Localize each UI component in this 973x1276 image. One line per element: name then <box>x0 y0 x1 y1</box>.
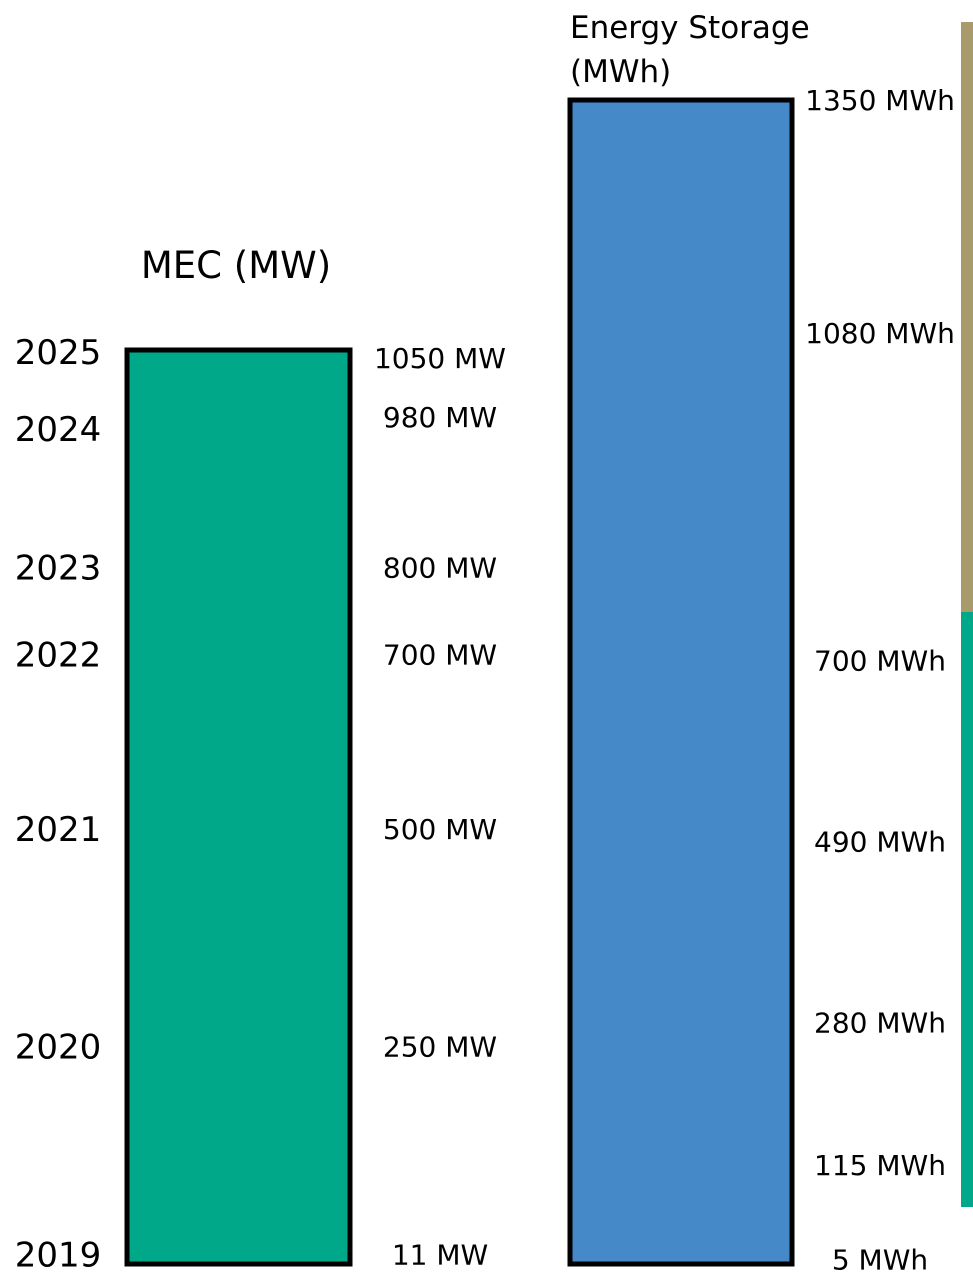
mec-value-label: 1050 MW <box>374 342 506 375</box>
mec-year-label: 2025 <box>15 333 102 373</box>
side-band-top <box>961 22 973 612</box>
mec-value-label: 800 MW <box>383 552 497 585</box>
mec-year-label: 2023 <box>15 549 102 589</box>
storage-value-label: 1350 MWh <box>805 84 955 117</box>
mec-chart-title: MEC (MW) <box>141 244 331 287</box>
mec-year-label: 2019 <box>15 1235 102 1275</box>
storage-value-label: 5 MWh <box>832 1244 928 1276</box>
storage-bar-group: 5 MWh 115 MWh 280 MWh 490 MWh 700 MWh 1080 MW… <box>567 84 955 1276</box>
mec-value-label: 11 MW <box>392 1238 488 1271</box>
side-band-bottom <box>961 612 973 1207</box>
storage-value-label: 115 MWh <box>814 1149 946 1182</box>
side-band <box>961 22 973 1207</box>
mec-year-label: 2021 <box>15 810 102 850</box>
mec-value-label: 980 MW <box>383 401 497 434</box>
storage-value-label: 280 MWh <box>814 1007 946 1040</box>
mec-year-label: 2024 <box>15 410 102 450</box>
storage-bar <box>567 97 795 1267</box>
storage-value-label: 490 MWh <box>814 826 946 859</box>
mec-value-label: 500 MW <box>383 813 497 846</box>
mec-value-label: 250 MW <box>383 1030 497 1063</box>
mec-year-label: 2022 <box>15 636 102 676</box>
storage-chart-title-line1: Energy Storage <box>570 10 810 46</box>
storage-value-label: 700 MWh <box>814 644 946 677</box>
mec-year-label: 2020 <box>15 1027 102 1067</box>
storage-chart-title-line2: (MWh) <box>570 54 671 90</box>
mec-value-label: 700 MW <box>383 639 497 672</box>
mec-bar <box>124 347 353 1267</box>
mec-bar-group: 2019 11 MW 2020 250 MW 2021 500 MW 2022 700 MW 2… <box>15 333 506 1275</box>
storage-value-label: 1080 MWh <box>805 317 955 350</box>
